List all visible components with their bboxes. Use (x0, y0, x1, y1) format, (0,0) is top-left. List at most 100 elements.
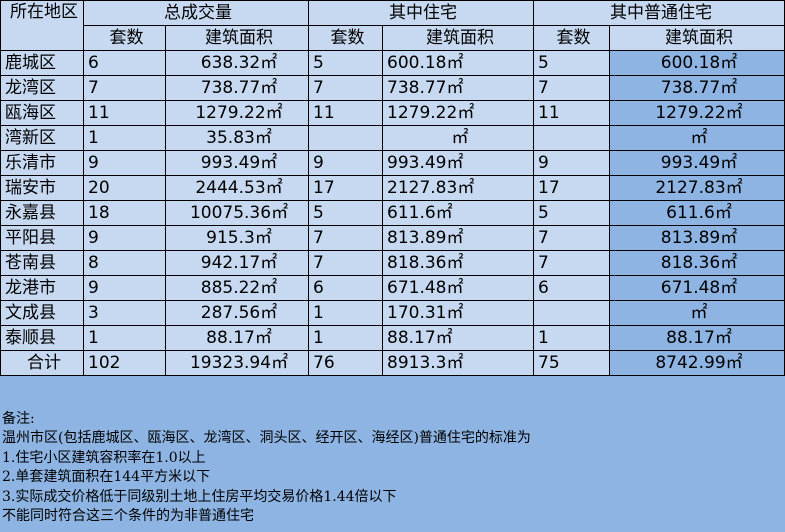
cell-ord-count[interactable]: 6 (533, 275, 610, 301)
cell-total-count[interactable]: 7 (83, 75, 166, 101)
cell-res-area[interactable]: 671.48㎡ (382, 275, 534, 301)
cell-total-count[interactable]: 6 (83, 50, 166, 76)
cell-ord-area[interactable]: ㎡ (609, 125, 785, 151)
cell-total-area[interactable]: 88.17㎡ (165, 325, 309, 351)
cell-res-count[interactable]: 7 (308, 250, 383, 276)
cell-total-area[interactable]: 19323.94㎡ (165, 350, 309, 376)
header-residential[interactable]: 其中住宅 (308, 0, 534, 26)
cell-district[interactable]: 龙港市 (0, 275, 84, 301)
cell-ord-area[interactable]: 8742.99㎡ (609, 350, 785, 376)
cell-ord-count[interactable]: 11 (533, 100, 610, 126)
cell-res-area[interactable]: 1279.22㎡ (382, 100, 534, 126)
cell-district[interactable]: 鹿城区 (0, 50, 84, 76)
cell-ord-area[interactable]: 1279.22㎡ (609, 100, 785, 126)
cell-res-count[interactable]: 5 (308, 200, 383, 226)
cell-res-count[interactable] (308, 125, 383, 151)
cell-total-count[interactable]: 9 (83, 275, 166, 301)
cell-total-count[interactable]: 20 (83, 175, 166, 201)
cell-ord-area[interactable]: 88.17㎡ (609, 325, 785, 351)
cell-total-area[interactable]: 35.83㎡ (165, 125, 309, 151)
subheader-ord-count[interactable]: 套数 (533, 25, 610, 51)
cell-ord-count[interactable]: 7 (533, 225, 610, 251)
cell-total-count[interactable]: 9 (83, 225, 166, 251)
cell-ord-area[interactable]: 671.48㎡ (609, 275, 785, 301)
cell-total-area[interactable]: 942.17㎡ (165, 250, 309, 276)
cell-res-count[interactable]: 5 (308, 50, 383, 76)
cell-res-area[interactable]: 2127.83㎡ (382, 175, 534, 201)
cell-res-area[interactable]: 170.31㎡ (382, 300, 534, 326)
cell-ord-count[interactable]: 7 (533, 75, 610, 101)
cell-total-area[interactable]: 287.56㎡ (165, 300, 309, 326)
cell-ord-area[interactable]: 2127.83㎡ (609, 175, 785, 201)
cell-res-area[interactable]: 611.6㎡ (382, 200, 534, 226)
cell-res-area[interactable]: 88.17㎡ (382, 325, 534, 351)
cell-district[interactable]: 泰顺县 (0, 325, 84, 351)
cell-total-area[interactable]: 738.77㎡ (165, 75, 309, 101)
cell-res-count[interactable]: 1 (308, 325, 383, 351)
cell-res-area[interactable]: 993.49㎡ (382, 150, 534, 176)
cell-total-area[interactable]: 638.32㎡ (165, 50, 309, 76)
cell-total-area[interactable]: 915.3㎡ (165, 225, 309, 251)
cell-total-count[interactable]: 1 (83, 125, 166, 151)
cell-ord-count[interactable]: 17 (533, 175, 610, 201)
cell-total-count[interactable]: 8 (83, 250, 166, 276)
cell-district[interactable]: 合计 (0, 350, 84, 376)
cell-res-count[interactable]: 11 (308, 100, 383, 126)
cell-total-count[interactable]: 11 (83, 100, 166, 126)
cell-ord-area[interactable]: 611.6㎡ (609, 200, 785, 226)
cell-total-count[interactable]: 102 (83, 350, 166, 376)
cell-total-count[interactable]: 1 (83, 325, 166, 351)
cell-ord-area[interactable]: 818.36㎡ (609, 250, 785, 276)
cell-district[interactable]: 平阳县 (0, 225, 84, 251)
cell-res-count[interactable]: 9 (308, 150, 383, 176)
cell-district[interactable]: 湾新区 (0, 125, 84, 151)
cell-total-count[interactable]: 9 (83, 150, 166, 176)
cell-total-count[interactable]: 18 (83, 200, 166, 226)
cell-res-count[interactable]: 76 (308, 350, 383, 376)
subheader-ord-area[interactable]: 建筑面积 (609, 25, 785, 51)
cell-ord-count[interactable]: 9 (533, 150, 610, 176)
cell-district[interactable]: 乐清市 (0, 150, 84, 176)
header-district[interactable]: 所在地区 (0, 0, 84, 51)
cell-ord-area[interactable]: 993.49㎡ (609, 150, 785, 176)
subheader-res-area[interactable]: 建筑面积 (382, 25, 534, 51)
cell-ord-area[interactable]: ㎡ (609, 300, 785, 326)
cell-district[interactable]: 文成县 (0, 300, 84, 326)
cell-district[interactable]: 龙湾区 (0, 75, 84, 101)
cell-district[interactable]: 瓯海区 (0, 100, 84, 126)
cell-total-count[interactable]: 3 (83, 300, 166, 326)
cell-res-count[interactable]: 1 (308, 300, 383, 326)
cell-res-area[interactable]: 600.18㎡ (382, 50, 534, 76)
cell-ord-count[interactable]: 75 (533, 350, 610, 376)
cell-total-area[interactable]: 885.22㎡ (165, 275, 309, 301)
cell-ord-area[interactable]: 813.89㎡ (609, 225, 785, 251)
cell-ord-area[interactable]: 738.77㎡ (609, 75, 785, 101)
cell-total-area[interactable]: 993.49㎡ (165, 150, 309, 176)
cell-district[interactable]: 苍南县 (0, 250, 84, 276)
header-total[interactable]: 总成交量 (83, 0, 309, 26)
cell-total-area[interactable]: 1279.22㎡ (165, 100, 309, 126)
cell-ord-count[interactable]: 1 (533, 325, 610, 351)
cell-ord-count[interactable]: 5 (533, 50, 610, 76)
cell-ord-count[interactable]: 5 (533, 200, 610, 226)
cell-ord-count[interactable] (533, 300, 610, 326)
cell-ord-count[interactable]: 7 (533, 250, 610, 276)
cell-res-count[interactable]: 7 (308, 225, 383, 251)
header-ordinary-residential[interactable]: 其中普通住宅 (533, 0, 785, 26)
cell-res-count[interactable]: 17 (308, 175, 383, 201)
cell-total-area[interactable]: 2444.53㎡ (165, 175, 309, 201)
subheader-total-count[interactable]: 套数 (83, 25, 166, 51)
cell-res-count[interactable]: 7 (308, 75, 383, 101)
cell-res-area[interactable]: 8913.3㎡ (382, 350, 534, 376)
cell-res-count[interactable]: 6 (308, 275, 383, 301)
cell-res-area[interactable]: 738.77㎡ (382, 75, 534, 101)
cell-district[interactable]: 瑞安市 (0, 175, 84, 201)
cell-res-area[interactable]: 813.89㎡ (382, 225, 534, 251)
subheader-res-count[interactable]: 套数 (308, 25, 383, 51)
cell-ord-count[interactable] (533, 125, 610, 151)
subheader-total-area[interactable]: 建筑面积 (165, 25, 309, 51)
cell-res-area[interactable]: 818.36㎡ (382, 250, 534, 276)
cell-total-area[interactable]: 10075.36㎡ (165, 200, 309, 226)
cell-district[interactable]: 永嘉县 (0, 200, 84, 226)
cell-ord-area[interactable]: 600.18㎡ (609, 50, 785, 76)
